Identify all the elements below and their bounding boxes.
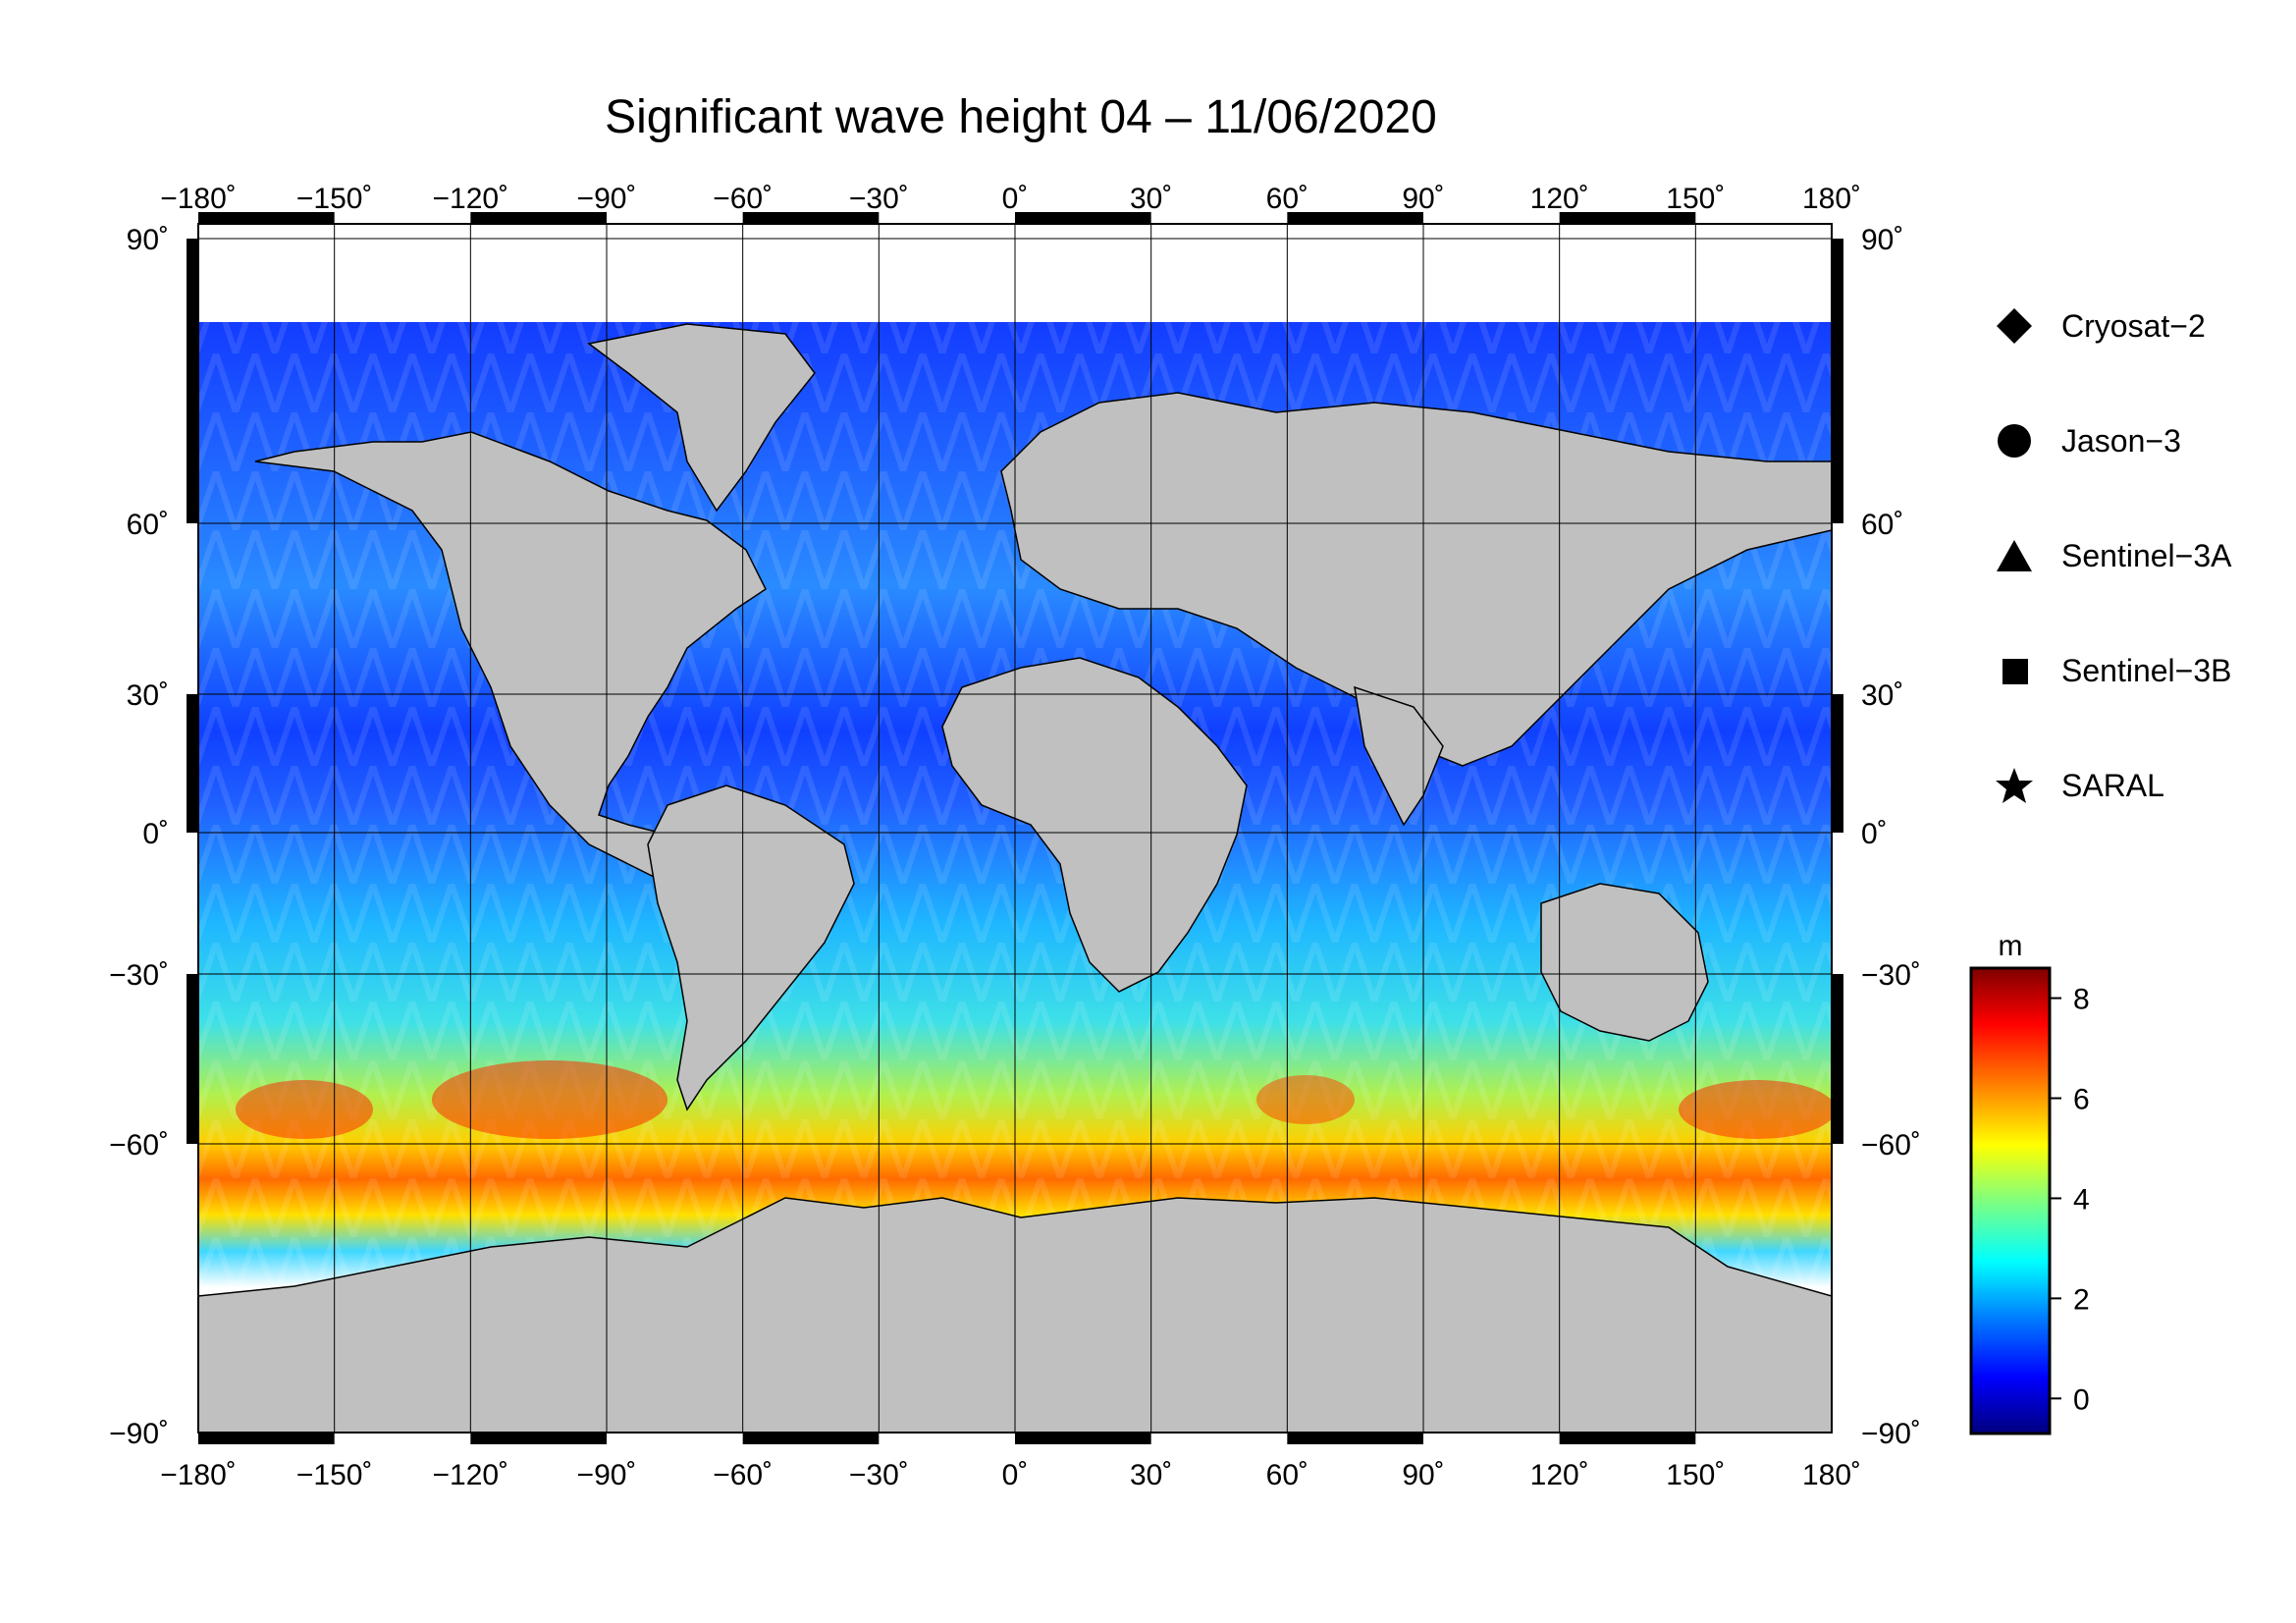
frame-bar-top [742,212,880,224]
legend-label: Cryosat−2 [2061,307,2206,344]
frame-bar-left [187,974,198,1144]
lon-tick-label-top: 180˚ [1802,183,1861,215]
lon-tick-label-top: −30˚ [849,183,909,215]
legend-item-cryosat: Cryosat−2 [1993,301,2206,351]
lat-tick-label-left: −90˚ [109,1418,169,1450]
colorbar-tick-label: 4 [2073,1183,2090,1216]
frame-bar-bottom [198,1433,335,1444]
frame-bar-top [1015,212,1151,224]
lon-tick-label-top: −180˚ [160,183,237,215]
star-icon [1993,764,2036,807]
lon-tick-label-top: 90˚ [1402,183,1444,215]
triangle-icon [1993,534,2036,577]
lon-tick-label-top: 120˚ [1530,183,1589,215]
lon-tick-label-top: 60˚ [1266,183,1308,215]
frame-bar-bottom [1015,1433,1151,1444]
legend-item-saral: SARAL [1993,761,2164,810]
lon-tick-label-bottom: 150˚ [1666,1459,1725,1491]
colorbar-unit: m [1999,930,2023,962]
lon-tick-label-top: −90˚ [577,183,637,215]
land-eurasia [1000,392,1832,767]
lon-tick-label-bottom: −180˚ [160,1459,237,1491]
lon-tick-label-bottom: −30˚ [849,1459,909,1491]
frame-bar-right [1832,239,1843,523]
lon-tick-label-bottom: 180˚ [1802,1459,1861,1491]
lon-tick-label-top: −120˚ [433,183,509,215]
colorbar-scale [1969,966,2052,1435]
land-north-america [254,431,767,885]
square-icon [1993,649,2036,692]
frame-bar-top [470,212,607,224]
lon-tick-label-bottom: −90˚ [577,1459,637,1491]
lat-tick-label-right: −60˚ [1861,1129,1921,1162]
colorbar-tick-label: 2 [2073,1283,2090,1316]
legend-item-jason: Jason−3 [1993,416,2181,465]
lat-tick-label-left: 60˚ [127,509,169,541]
lat-tick-label-left: −60˚ [109,1129,169,1162]
lon-tick-label-bottom: 0˚ [1002,1459,1029,1491]
diamond-icon [1993,304,2036,348]
lon-tick-label-bottom: 90˚ [1402,1459,1444,1491]
lon-tick-label-bottom: 30˚ [1130,1459,1172,1491]
legend-label: Sentinel−3B [2061,652,2232,688]
lon-tick-label-top: 30˚ [1130,183,1172,215]
axis-ticks: −180˚ −180˚ −150˚ −150˚ −120˚ −120˚ −90˚ −90˚ −6… [109,183,1921,1491]
lon-tick-label-bottom: −150˚ [296,1459,373,1491]
legend-label: Sentinel−3A [2061,537,2232,573]
frame-bar-bottom [1559,1433,1696,1444]
map-title: Significant wave height 04 – 11/06/2020 [605,91,1437,143]
lon-tick-label-bottom: 60˚ [1266,1459,1308,1491]
frame-bar-right [1832,974,1843,1144]
lat-tick-label-right: 0˚ [1861,818,1888,850]
land-greenland [587,323,816,513]
frame-bar-left [187,239,198,523]
land-south-america [647,784,855,1111]
frame-bar-bottom [470,1433,607,1444]
lon-tick-label-top: 150˚ [1666,183,1725,215]
colorbar: m 8 6 4 2 0 [1969,930,2090,1435]
colorbar-tick-label: 0 [2073,1383,2090,1416]
frame-bar-left [187,694,198,833]
lon-tick-label-top: −60˚ [713,183,773,215]
lat-tick-label-right: 90˚ [1861,224,1903,256]
land-india [1354,685,1444,827]
legend-label: Jason−3 [2061,422,2181,459]
colorbar-tick-label: 6 [2073,1084,2090,1116]
frame-bar-top [198,212,335,224]
land-africa [941,657,1248,993]
lat-tick-label-right: −30˚ [1861,959,1921,992]
lat-tick-label-left: −30˚ [109,959,169,992]
frame-bar-bottom [1287,1433,1423,1444]
lat-tick-label-right: 60˚ [1861,509,1903,541]
lat-tick-label-left: 90˚ [127,224,169,256]
lat-tick-label-right: −90˚ [1861,1418,1921,1450]
lon-tick-label-bottom: −60˚ [713,1459,773,1491]
lat-tick-label-right: 30˚ [1861,679,1903,712]
legend-item-sentinel3a: Sentinel−3A [1993,531,2231,580]
frame-bar-top [1559,212,1696,224]
land-australia [1540,883,1709,1042]
lon-tick-label-bottom: −120˚ [433,1459,509,1491]
circle-icon [1993,419,2036,462]
legend-item-sentinel3b: Sentinel−3B [1993,646,2231,695]
colorbar-tick-label: 8 [2073,984,2090,1016]
legend-label: SARAL [2061,767,2164,803]
lon-tick-label-bottom: 120˚ [1530,1459,1589,1491]
lon-tick-label-top: −150˚ [296,183,373,215]
lon-tick-label-top: 0˚ [1002,183,1029,215]
frame-bar-right [1832,694,1843,833]
frame-bar-top [1287,212,1423,224]
lat-tick-label-left: 0˚ [142,818,169,850]
frame-bar-bottom [742,1433,880,1444]
lat-tick-label-left: 30˚ [127,679,169,712]
